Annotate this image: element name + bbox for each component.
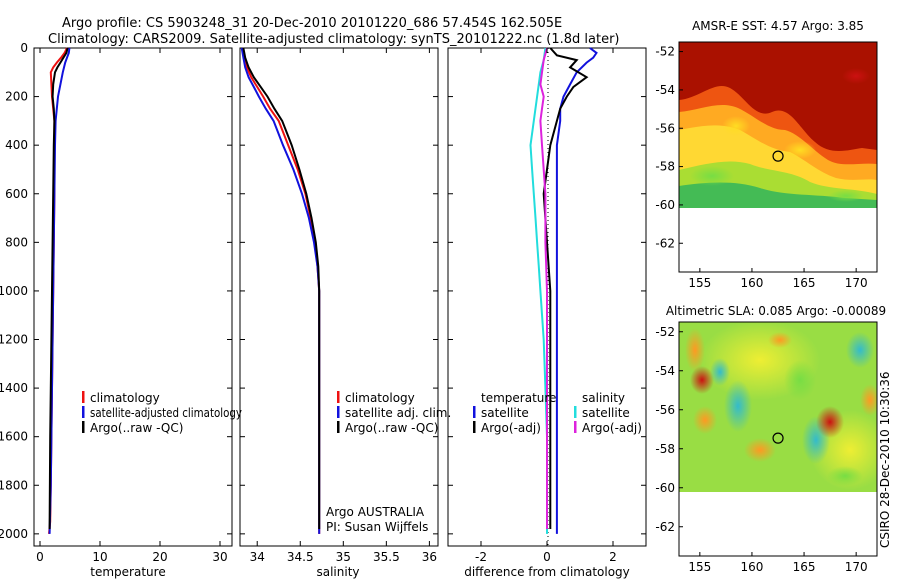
- legend-climatology: climatology: [90, 391, 160, 405]
- difference-legend: temperature satellite Argo(-adj) salinit…: [473, 391, 642, 435]
- argo-source-annotation: Argo AUSTRALIA: [326, 505, 425, 519]
- salinity-legend: climatology satellite adj. clim. Argo(..…: [337, 391, 451, 435]
- x-tick-label: 20: [152, 550, 167, 564]
- map-x-tick-label: 165: [793, 276, 816, 290]
- difference-xlabel: difference from climatology: [464, 565, 630, 579]
- x-tick-label: 36: [422, 550, 437, 564]
- sst-map-field: [679, 42, 877, 208]
- y-tick-label: 200: [5, 90, 28, 104]
- argo-float-marker: [772, 150, 784, 162]
- pi-annotation: PI: Susan Wijffels: [326, 520, 428, 534]
- map-x-tick-label: 170: [845, 560, 868, 574]
- x-tick-label: 0: [36, 550, 44, 564]
- legend-argo: Argo(..raw -QC): [90, 421, 183, 435]
- sst-map-title: AMSR-E SST: 4.57 Argo: 3.85: [692, 19, 864, 33]
- map-y-tick-label: -54: [655, 364, 675, 378]
- x-tick-label: 30: [212, 550, 227, 564]
- x-tick-label: 35.5: [373, 550, 400, 564]
- series-line-argo-raw-qc-: [48, 47, 69, 530]
- temperature-panel: [33, 47, 233, 547]
- legend-temperature-title: temperature: [481, 391, 556, 405]
- map-y-tick-label: -60: [655, 198, 675, 212]
- sla-map-title: Altimetric SLA: 0.085 Argo: -0.00089: [666, 304, 886, 318]
- legend-sal-argo: Argo(-adj): [582, 421, 642, 435]
- x-tick-label: 34: [250, 550, 265, 564]
- map-y-tick-label: -58: [655, 160, 675, 174]
- series-line-climatology: [241, 47, 321, 534]
- temperature-legend: climatology satellite-adjusted climatolo…: [82, 391, 242, 435]
- sla-map-frame: [678, 321, 878, 557]
- legend-temp-satellite: satellite: [481, 406, 529, 420]
- x-tick-label: 10: [92, 550, 107, 564]
- map-y-tick-label: -62: [655, 520, 675, 534]
- legend-temp-argo: Argo(-adj): [481, 421, 541, 435]
- legend-salinity-title: salinity: [582, 391, 625, 405]
- argo-float-marker: [772, 432, 784, 444]
- map-x-tick-label: 165: [793, 560, 816, 574]
- series-line-argo-raw-qc-: [242, 47, 321, 529]
- legend-satellite-adjusted: satellite-adjusted climatology: [90, 406, 242, 420]
- legend-climatology: climatology: [345, 391, 415, 405]
- y-tick-label: 2000: [0, 527, 28, 541]
- x-tick-label: 0: [543, 550, 551, 564]
- header-line-1: Argo profile: CS 5903248_31 20-Dec-2010 …: [62, 16, 562, 31]
- map-x-tick-label: 155: [688, 276, 711, 290]
- y-tick-label: 0: [20, 41, 28, 55]
- map-y-tick-label: -56: [655, 121, 675, 135]
- header-line-2: Climatology: CARS2009. Satellite-adjuste…: [48, 32, 620, 47]
- y-tick-label: 400: [5, 138, 28, 152]
- temperature-xlabel: temperature: [90, 565, 165, 579]
- legend-sal-satellite: satellite: [582, 406, 630, 420]
- x-tick-label: 2: [609, 550, 617, 564]
- map-y-tick-label: -54: [655, 83, 675, 97]
- x-tick-label: 35: [336, 550, 351, 564]
- map-y-tick-label: -60: [655, 481, 675, 495]
- y-tick-label: 1800: [0, 478, 28, 492]
- y-tick-label: 1000: [0, 284, 28, 298]
- map-y-tick-label: -58: [655, 442, 675, 456]
- series-line-satellite-adj-clim-: [240, 47, 321, 534]
- y-tick-label: 1200: [0, 333, 28, 347]
- series-line-argo-adj-: [539, 47, 548, 529]
- map-y-tick-label: -56: [655, 403, 675, 417]
- series-line-satellite: [555, 47, 598, 534]
- map-x-tick-label: 170: [845, 276, 868, 290]
- salinity-series: [240, 47, 321, 534]
- x-tick-label: -2: [475, 550, 487, 564]
- difference-series: [529, 47, 598, 534]
- map-y-tick-label: -52: [655, 45, 675, 59]
- salinity-xlabel: salinity: [316, 565, 359, 579]
- x-tick-label: 34.5: [287, 550, 314, 564]
- side-timestamp: CSIRO 28-Dec-2010 10:30:36: [878, 371, 892, 548]
- map-x-tick-label: 160: [740, 276, 763, 290]
- map-x-tick-label: 160: [740, 560, 763, 574]
- map-y-tick-label: -52: [655, 325, 675, 339]
- y-tick-label: 1600: [0, 430, 28, 444]
- legend-argo: Argo(..raw -QC): [345, 421, 438, 435]
- series-line-satellite: [529, 47, 548, 534]
- sst-map-frame: [678, 41, 878, 273]
- series-line-argo-adj-: [542, 47, 589, 529]
- sla-map-field: [679, 322, 877, 492]
- temperature-series: [48, 47, 71, 534]
- legend-satellite-adj-clim: satellite adj. clim.: [345, 406, 451, 420]
- y-tick-label: 800: [5, 235, 28, 249]
- series-line-satellite-adjusted-climatology: [48, 47, 71, 534]
- salinity-panel: [239, 47, 439, 547]
- y-tick-label: 1400: [0, 381, 28, 395]
- y-tick-label: 600: [5, 187, 28, 201]
- map-x-tick-label: 155: [688, 560, 711, 574]
- map-y-tick-label: -62: [655, 236, 675, 250]
